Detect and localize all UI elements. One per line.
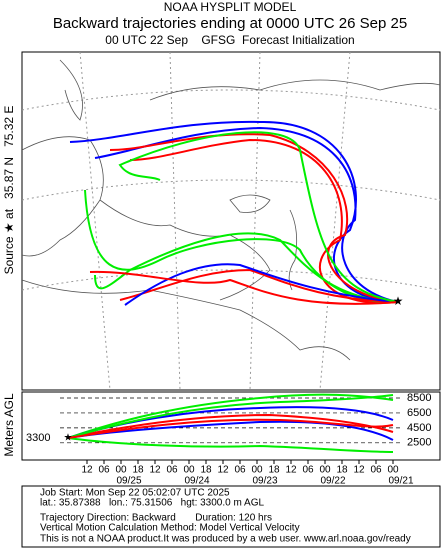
source-star-height: ★	[64, 433, 73, 444]
time-tick-label: 06	[370, 465, 382, 476]
time-tick-label: 12	[149, 465, 161, 476]
date-label: 09/21	[388, 476, 413, 487]
time-tick-label: 06	[234, 465, 246, 476]
coastlines	[21, 59, 441, 361]
subtitle2: 00 UTC 22 Sep GFSG Forecast Initializati…	[105, 33, 354, 47]
height-panel: ★ 3300	[21, 391, 441, 461]
time-tick-label: 00	[251, 465, 263, 476]
time-tick-label: 18	[132, 465, 144, 476]
map-frame	[21, 51, 441, 391]
time-tick-label: 00	[319, 465, 331, 476]
time-tick-label: 00	[387, 465, 399, 476]
time-tick-label: 12	[285, 465, 297, 476]
height-axis-label: Meters AGL	[2, 393, 16, 457]
height-tick-label: 6500	[407, 407, 431, 419]
time-tick-label: 18	[336, 465, 348, 476]
trajectories	[69, 120, 399, 306]
time-tick-label: 00	[115, 465, 127, 476]
height-tick-label: 2500	[407, 437, 431, 449]
subtitle: Backward trajectories ending at 0000 UTC…	[53, 15, 407, 32]
map-panel: ★	[21, 51, 441, 391]
time-tick-label: 12	[217, 465, 229, 476]
time-tick-label: 06	[166, 465, 178, 476]
footer-line: Trajectory Direction: Backward Duration:…	[40, 513, 272, 524]
source-height: 3300	[26, 432, 50, 444]
footer-box	[21, 485, 441, 548]
time-tick-label: 00	[183, 465, 195, 476]
date-label: 09/23	[252, 476, 277, 487]
height-tick-label: 8500	[407, 392, 431, 404]
footer-line: Job Start: Mon Sep 22 05:02:07 UTC 2025	[40, 488, 230, 499]
source-star: ★	[393, 294, 404, 308]
time-tick-label: 06	[302, 465, 314, 476]
time-tick-label: 18	[200, 465, 212, 476]
title: NOAA HYSPLIT MODEL	[164, 0, 297, 14]
footer-line: lat.: 35.87388 lon.: 75.31506 hgt: 3300.…	[40, 498, 264, 509]
height-traces	[67, 393, 394, 453]
date-label: 09/24	[184, 476, 209, 487]
footer-line: This is not a NOAA product.It was produc…	[40, 534, 411, 545]
source-label: Source ★ at 35.87 N 75.32 E	[2, 106, 16, 275]
date-label: 09/25	[116, 476, 141, 487]
time-tick-label: 18	[268, 465, 280, 476]
time-tick-label: 12	[353, 465, 365, 476]
height-tick-label: 4500	[407, 422, 431, 434]
footer-line: Vertical Motion Calculation Method: Mode…	[40, 523, 300, 534]
time-tick-label: 12	[81, 465, 93, 476]
time-tick-label: 06	[98, 465, 110, 476]
date-label: 09/22	[320, 476, 345, 487]
graticule	[21, 51, 441, 391]
